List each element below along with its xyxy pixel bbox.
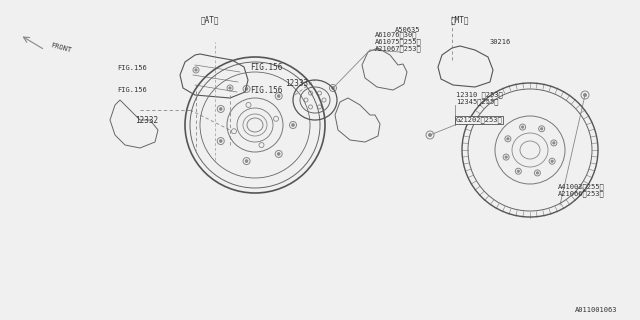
Circle shape <box>505 156 508 158</box>
Circle shape <box>507 138 509 140</box>
Text: 12332: 12332 <box>135 116 158 124</box>
Text: FRONT: FRONT <box>50 42 72 54</box>
Circle shape <box>229 87 231 89</box>
Circle shape <box>536 172 539 174</box>
Circle shape <box>584 93 587 97</box>
Circle shape <box>517 170 520 172</box>
Circle shape <box>540 128 543 130</box>
Circle shape <box>195 69 197 71</box>
Circle shape <box>220 108 222 110</box>
Circle shape <box>277 95 280 98</box>
Text: A21067〈253〉: A21067〈253〉 <box>375 46 422 52</box>
Circle shape <box>332 87 335 89</box>
Circle shape <box>553 142 555 144</box>
Circle shape <box>220 140 222 142</box>
Text: FIG.156: FIG.156 <box>250 85 282 94</box>
Circle shape <box>551 160 554 162</box>
Circle shape <box>245 160 248 163</box>
Text: 〈MT〉: 〈MT〉 <box>451 15 469 25</box>
Text: FIG.156: FIG.156 <box>117 65 147 71</box>
Text: 30216: 30216 <box>490 39 511 45</box>
Text: A21066〈253〉: A21066〈253〉 <box>558 191 605 197</box>
Text: 12310 〈253〉: 12310 〈253〉 <box>456 92 503 98</box>
Circle shape <box>277 153 280 155</box>
Circle shape <box>522 126 524 128</box>
Text: 12345〈255〉: 12345〈255〉 <box>456 99 499 105</box>
Text: FIG.156: FIG.156 <box>250 62 282 71</box>
Text: A61075〈255〉: A61075〈255〉 <box>375 39 422 45</box>
Text: A41002〈255〉: A41002〈255〉 <box>558 184 605 190</box>
Circle shape <box>428 133 431 137</box>
Text: 12333: 12333 <box>285 78 308 87</box>
Text: A61076、30】: A61076、30】 <box>375 32 417 38</box>
Circle shape <box>292 124 294 126</box>
Text: FIG.156: FIG.156 <box>117 87 147 93</box>
Circle shape <box>245 88 248 90</box>
Text: G21202〈253〉: G21202〈253〉 <box>456 117 503 123</box>
Text: A011001063: A011001063 <box>575 307 618 313</box>
Text: 〈AT〉: 〈AT〉 <box>201 15 220 25</box>
Text: A50635: A50635 <box>394 27 420 33</box>
